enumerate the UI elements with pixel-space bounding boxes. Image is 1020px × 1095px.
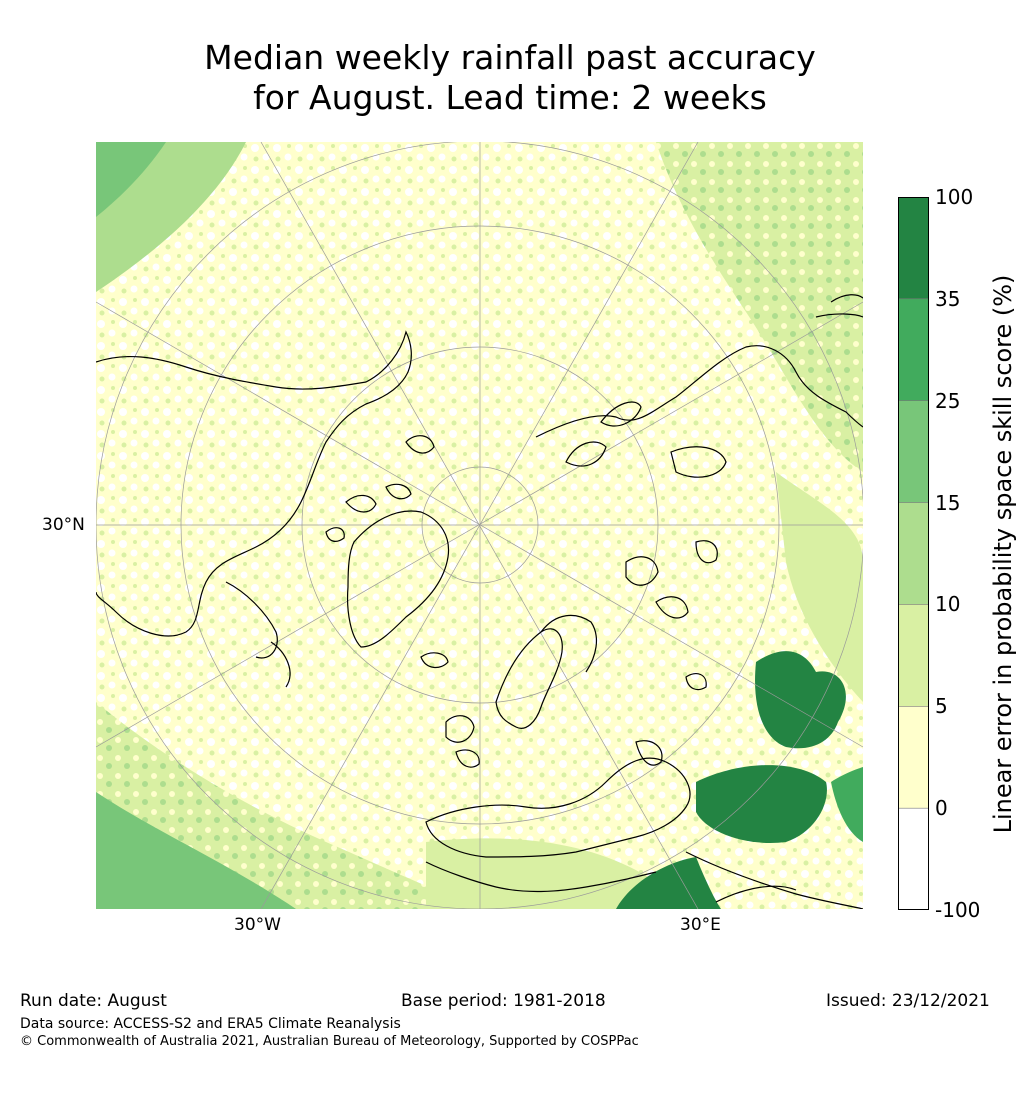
title-line-2: for August. Lead time: 2 weeks bbox=[253, 78, 767, 117]
colorbar-tick-label: -100 bbox=[935, 898, 981, 922]
skill-zone-northwest-dark bbox=[96, 142, 166, 217]
colorbar-bin bbox=[898, 706, 929, 809]
colorbar-tick-label: 100 bbox=[935, 185, 974, 209]
colorbar-bin bbox=[898, 298, 929, 401]
colorbar-tick-label: 0 bbox=[935, 796, 948, 821]
high-skill-zone-africa-south bbox=[616, 857, 721, 909]
colorbar bbox=[898, 197, 929, 910]
colorbar-bin bbox=[898, 502, 929, 605]
colorbar-bin bbox=[898, 400, 929, 503]
lon-label-30e: 30°E bbox=[680, 915, 721, 935]
lon-label-30w: 30°W bbox=[234, 915, 281, 935]
map-title: Median weekly rainfall past accuracy for… bbox=[0, 38, 1020, 118]
colorbar-label: Linear error in probability space skill … bbox=[989, 274, 1017, 833]
coastlines bbox=[96, 294, 863, 909]
run-date: Run date: August bbox=[20, 991, 167, 1011]
lat-label-30n: 30°N bbox=[42, 515, 85, 535]
map-canvas bbox=[96, 142, 863, 909]
colorbar-bin bbox=[898, 604, 929, 707]
colorbar-tick-label: 35 bbox=[935, 286, 961, 311]
colorbar-tick-label: 25 bbox=[935, 388, 961, 413]
data-source: Data source: ACCESS-S2 and ERA5 Climate … bbox=[20, 1016, 401, 1032]
title-line-1: Median weekly rainfall past accuracy bbox=[204, 38, 816, 77]
issued-date: Issued: 23/12/2021 bbox=[826, 991, 990, 1011]
colorbar-tick-label: 5 bbox=[935, 694, 948, 719]
base-period: Base period: 1981-2018 bbox=[401, 991, 606, 1011]
colorbar-label-wrap: Linear error in probability space skill … bbox=[985, 197, 1020, 910]
graticule bbox=[96, 142, 863, 909]
skill-zone-south bbox=[426, 838, 696, 909]
colorbar-tick-label: 15 bbox=[935, 490, 961, 515]
colorbar-tick-label: 10 bbox=[935, 592, 961, 617]
copyright: © Commonwealth of Australia 2021, Austra… bbox=[20, 1034, 639, 1049]
skill-zone-east bbox=[776, 472, 863, 702]
skill-zone-northeast bbox=[656, 142, 863, 472]
high-skill-zone-africa-north bbox=[696, 765, 827, 843]
polar-map bbox=[96, 142, 863, 909]
skill-zone-southwest-dark bbox=[96, 792, 296, 909]
colorbar-bin bbox=[898, 808, 929, 910]
skill-zone-east-edge bbox=[831, 767, 863, 842]
colorbar-bin bbox=[898, 197, 929, 299]
